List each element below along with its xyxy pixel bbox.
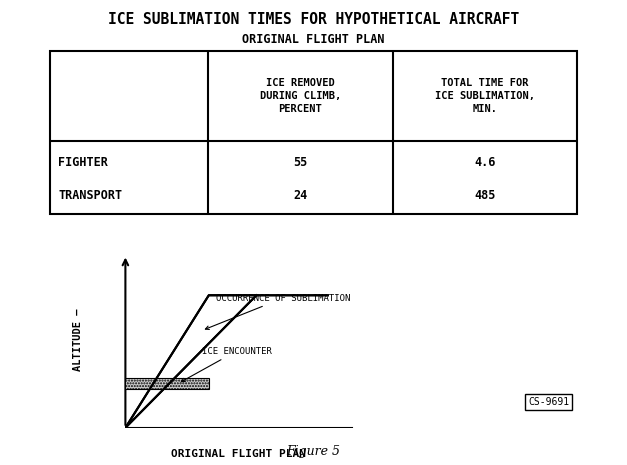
Text: ALTITUDE —: ALTITUDE — (73, 308, 83, 371)
Text: ORIGINAL FLIGHT PLAN: ORIGINAL FLIGHT PLAN (242, 33, 385, 46)
Text: ORIGINAL FLIGHT PLAN: ORIGINAL FLIGHT PLAN (171, 449, 306, 459)
Text: TRANSPORT: TRANSPORT (58, 189, 122, 202)
Polygon shape (125, 295, 256, 428)
Text: 24: 24 (293, 189, 307, 202)
Text: FIGHTER: FIGHTER (58, 156, 108, 169)
Text: OCCURRENCE OF SUBLIMATION: OCCURRENCE OF SUBLIMATION (206, 293, 350, 330)
Text: Figure 5: Figure 5 (287, 445, 340, 458)
Bar (125, 379, 209, 389)
Text: 485: 485 (474, 189, 495, 202)
Text: CS-9691: CS-9691 (528, 397, 569, 407)
Text: 55: 55 (293, 156, 307, 169)
Text: 4.6: 4.6 (474, 156, 495, 169)
Text: ICE ENCOUNTER: ICE ENCOUNTER (181, 346, 271, 382)
Text: TOTAL TIME FOR
ICE SUBLIMATION,
MIN.: TOTAL TIME FOR ICE SUBLIMATION, MIN. (435, 78, 535, 114)
Text: ICE SUBLIMATION TIMES FOR HYPOTHETICAL AIRCRAFT: ICE SUBLIMATION TIMES FOR HYPOTHETICAL A… (108, 12, 519, 27)
Text: ICE REMOVED
DURING CLIMB,
PERCENT: ICE REMOVED DURING CLIMB, PERCENT (260, 78, 341, 114)
